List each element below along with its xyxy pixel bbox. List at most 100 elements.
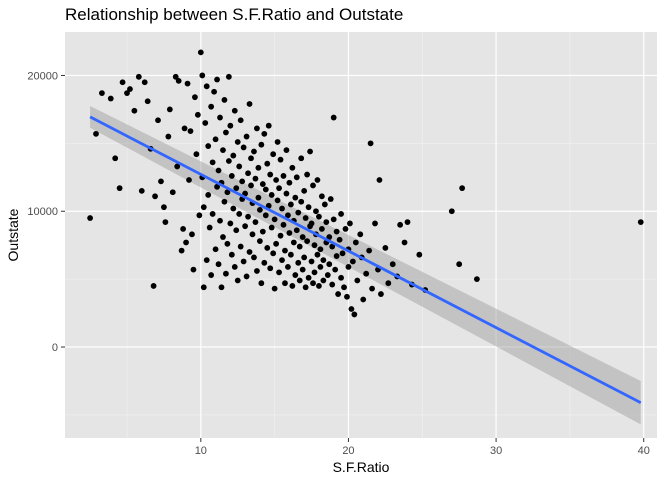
data-point [124, 90, 130, 97]
data-point [299, 234, 306, 240]
data-point [233, 227, 240, 234]
data-point [203, 257, 210, 264]
data-point [215, 261, 222, 268]
data-point [161, 204, 167, 211]
data-point [277, 156, 284, 163]
data-point [401, 239, 408, 246]
data-point [298, 155, 305, 162]
data-point [316, 283, 322, 289]
data-point [262, 212, 269, 219]
data-point [349, 258, 356, 265]
grid-lines [65, 32, 657, 438]
data-point [242, 223, 249, 230]
data-point [286, 179, 293, 186]
data-point [296, 277, 303, 284]
y-tick-label: 0 [52, 342, 58, 354]
data-point [209, 159, 216, 166]
data-point [141, 79, 148, 86]
data-point [285, 212, 291, 219]
data-point [116, 185, 123, 192]
data-point [389, 261, 396, 268]
data-point [93, 130, 99, 137]
data-point [221, 96, 228, 103]
data-point [225, 158, 232, 164]
data-point [227, 220, 234, 227]
data-point [262, 186, 269, 193]
data-point [264, 160, 271, 167]
data-point [292, 194, 299, 201]
data-point [119, 79, 126, 86]
data-point [274, 139, 281, 145]
data-point [227, 122, 234, 129]
data-point [265, 122, 272, 129]
data-point [298, 198, 305, 205]
data-point [162, 219, 169, 226]
data-point [273, 177, 280, 183]
data-point [200, 204, 207, 211]
data-point [270, 250, 277, 257]
data-point [351, 311, 358, 318]
data-point [245, 170, 251, 177]
data-point [338, 274, 344, 281]
data-point [276, 269, 282, 276]
data-point [326, 261, 333, 268]
data-point [187, 128, 194, 135]
data-point [239, 178, 246, 185]
data-point [372, 220, 378, 227]
data-point [307, 148, 313, 155]
data-point [237, 243, 244, 250]
data-point [348, 306, 355, 312]
data-point [189, 231, 195, 238]
data-point [302, 215, 309, 221]
data-point [223, 129, 229, 136]
data-point [289, 283, 296, 289]
data-points [87, 49, 644, 318]
data-point [404, 219, 411, 226]
data-point [254, 268, 260, 274]
data-point [293, 174, 300, 181]
data-point [310, 182, 316, 189]
data-point [333, 253, 340, 259]
data-point [311, 242, 318, 249]
data-point [352, 239, 359, 246]
data-point [448, 208, 455, 215]
data-point [166, 106, 173, 113]
data-point [259, 228, 266, 235]
data-point [320, 277, 327, 284]
data-point [318, 225, 325, 232]
data-point [236, 163, 243, 170]
data-point [186, 177, 192, 183]
data-point [317, 264, 324, 270]
data-point [367, 140, 374, 147]
data-point [316, 213, 322, 220]
data-point [271, 216, 278, 223]
data-point [304, 171, 311, 178]
data-point [459, 185, 466, 192]
data-point [211, 88, 218, 95]
data-point [283, 190, 290, 197]
data-point [240, 144, 247, 151]
data-point [246, 101, 253, 107]
data-point [382, 244, 389, 251]
data-point [333, 228, 340, 235]
x-tick-label: 10 [195, 445, 207, 457]
data-point [135, 73, 142, 80]
data-point [256, 238, 263, 245]
data-point [271, 285, 278, 292]
data-point [249, 231, 256, 238]
data-point [172, 73, 179, 80]
data-point [282, 280, 288, 287]
axes: 10 20 30 40 0 10000 20000 [27, 70, 649, 457]
data-point [192, 94, 198, 101]
data-point [347, 220, 353, 227]
data-point [234, 277, 241, 284]
data-point [293, 227, 300, 234]
data-point [326, 234, 333, 240]
data-point [273, 240, 280, 247]
data-point [205, 143, 212, 149]
data-point [214, 76, 220, 83]
data-point [202, 120, 209, 126]
data-point [212, 136, 219, 143]
data-point [274, 197, 281, 204]
